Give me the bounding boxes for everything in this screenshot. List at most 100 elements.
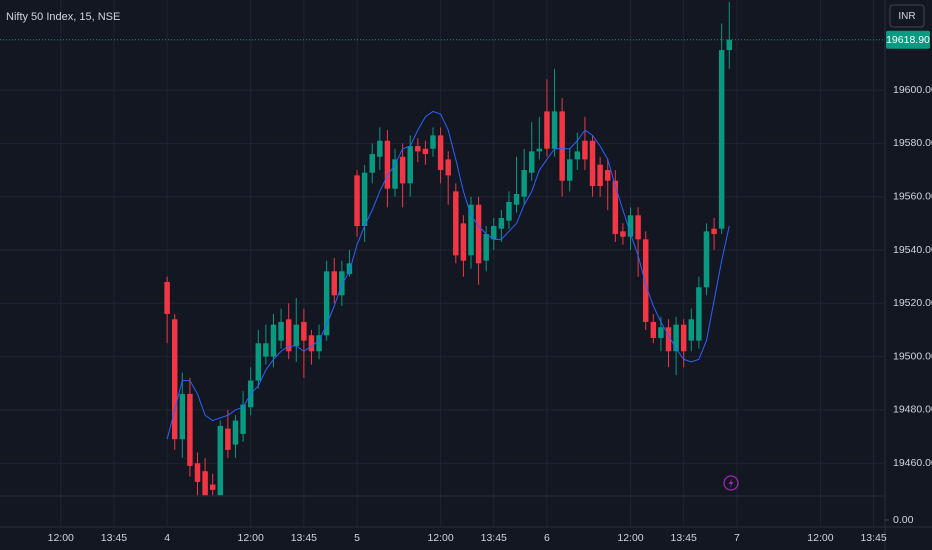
- candle-body: [513, 194, 520, 205]
- candle-body: [430, 135, 436, 149]
- alert-icon[interactable]: [723, 475, 739, 491]
- moving-average-line: [166, 110, 730, 440]
- candle-body: [688, 319, 695, 341]
- y-tick-label: 19480.00: [893, 404, 932, 416]
- candle-body: [331, 271, 337, 296]
- candle-body: [377, 140, 383, 157]
- candle-body: [209, 484, 216, 490]
- candle-body: [278, 321, 284, 341]
- y-tick-label: 19520.00: [893, 297, 932, 309]
- candle-body: [726, 39, 733, 51]
- x-tick-label: 12:00: [617, 532, 643, 544]
- candle-body: [293, 324, 300, 346]
- candle-body: [422, 148, 429, 155]
- candle-body: [369, 154, 375, 173]
- x-tick-label: 6: [544, 532, 550, 544]
- candle-body: [468, 204, 474, 256]
- candle-body: [529, 151, 535, 173]
- y-tick-label: 19580.00: [893, 137, 932, 149]
- candle-body: [483, 234, 489, 261]
- candle-body: [308, 335, 315, 352]
- candle-body: [361, 172, 368, 227]
- y-tick-label: 19540.00: [893, 244, 932, 256]
- candle-body: [339, 271, 345, 296]
- x-tick-label: 12:00: [48, 532, 74, 544]
- candle-body: [202, 471, 208, 496]
- candle-body: [460, 223, 467, 261]
- candle-body: [270, 324, 277, 357]
- x-tick-label: 13:45: [101, 532, 127, 544]
- candle-body: [323, 271, 330, 336]
- y-tick-label: 19600.00: [893, 84, 932, 96]
- candle-body: [475, 204, 482, 264]
- candle-body: [354, 175, 360, 227]
- candle-body: [703, 231, 710, 288]
- candle-body: [642, 239, 649, 322]
- candle-body: [232, 420, 239, 445]
- candle-body: [171, 319, 178, 440]
- candle-body: [255, 343, 262, 381]
- candle-body: [415, 146, 421, 152]
- candle-body: [620, 231, 626, 237]
- candle-body: [506, 202, 512, 221]
- candle-body: [453, 191, 459, 256]
- x-tick-label: 13:45: [671, 532, 697, 544]
- x-tick-label: 12:00: [427, 532, 453, 544]
- candle-body: [316, 335, 322, 352]
- candle-body: [187, 393, 193, 466]
- candle-body: [604, 170, 611, 181]
- candle-body: [437, 135, 444, 171]
- candle-body: [559, 111, 565, 181]
- candle-body: [301, 321, 307, 341]
- candle-body: [240, 404, 246, 434]
- candle-body: [582, 140, 588, 160]
- y-tick-label: 19500.00: [893, 350, 932, 362]
- last-price-label: 19618.90: [886, 34, 930, 46]
- candle-body: [696, 287, 702, 341]
- x-tick-label: 7: [734, 532, 740, 544]
- candle-body: [627, 215, 634, 237]
- candle-body: [225, 428, 231, 450]
- candle-body: [711, 228, 717, 235]
- candle-body: [491, 226, 497, 240]
- candle-body: [263, 343, 269, 357]
- candle-body: [718, 50, 725, 229]
- candle-body: [551, 111, 558, 149]
- x-tick-label: 13:45: [860, 532, 886, 544]
- candle-body: [567, 159, 573, 181]
- currency-button[interactable]: [889, 4, 925, 28]
- candle-body: [544, 111, 550, 149]
- candle-body: [399, 156, 406, 184]
- x-tick-label: 12:00: [238, 532, 264, 544]
- candle-body: [635, 215, 641, 240]
- candle-body: [536, 148, 543, 152]
- candle-body: [521, 170, 527, 197]
- candle-body: [658, 327, 664, 338]
- y-tick-label: 19560.00: [893, 190, 932, 202]
- candle-body: [445, 159, 451, 176]
- x-tick-label: 5: [354, 532, 360, 544]
- candle-body: [574, 151, 581, 160]
- candle-body: [346, 263, 353, 274]
- candle-body: [407, 146, 413, 184]
- grid: [0, 0, 885, 527]
- candle-body: [179, 393, 186, 440]
- currency-label[interactable]: INR: [898, 11, 915, 22]
- x-tick-label: 13:45: [291, 532, 317, 544]
- candle-body: [384, 140, 391, 189]
- chart-title: Nifty 50 Index, 15, NSE: [6, 11, 120, 23]
- candle-body: [392, 159, 398, 189]
- x-tick-label: 12:00: [807, 532, 833, 544]
- candle-body: [612, 180, 619, 235]
- candle-body: [498, 218, 505, 229]
- candle-body: [194, 463, 201, 482]
- candle-body: [665, 327, 672, 352]
- volume-tick-label: 0.00: [893, 514, 914, 526]
- x-tick-label: 13:45: [481, 532, 507, 544]
- candle-body: [217, 425, 224, 496]
- candle-body: [680, 324, 687, 352]
- candle-body: [597, 164, 603, 187]
- y-tick-label: 19460.00: [893, 457, 932, 469]
